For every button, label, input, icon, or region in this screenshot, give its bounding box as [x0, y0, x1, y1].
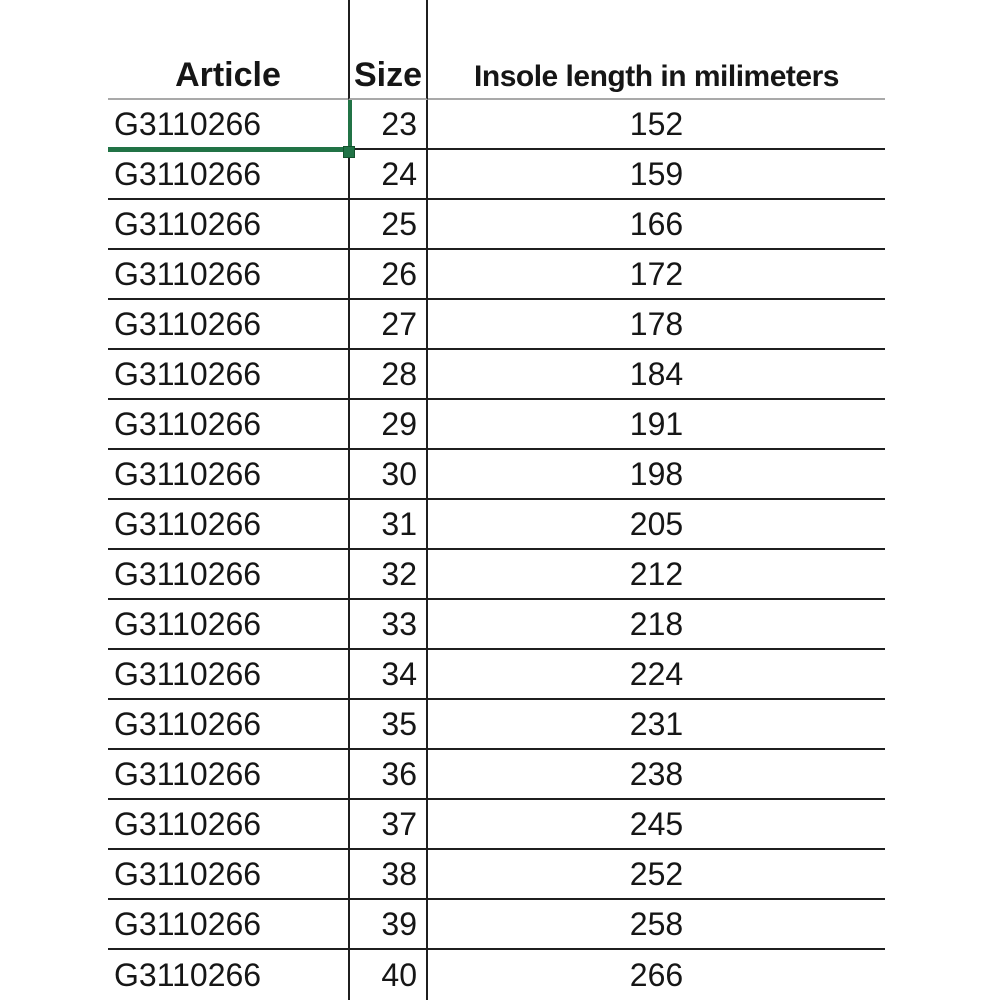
cell-size[interactable]: 29	[348, 400, 428, 450]
cell-insole-length[interactable]: 191	[428, 400, 885, 450]
selection-border-bottom	[108, 147, 345, 152]
fill-handle[interactable]	[343, 146, 355, 158]
cell-article[interactable]: G3110266	[108, 400, 348, 450]
cell-article[interactable]: G3110266	[108, 150, 348, 200]
header-cell-insole-length[interactable]: Insole length in milimeters	[428, 0, 885, 100]
cell-article[interactable]: G3110266	[108, 500, 348, 550]
cell-size[interactable]: 38	[348, 850, 428, 900]
cell-size[interactable]: 24	[348, 150, 428, 200]
cell-article[interactable]: G3110266	[108, 700, 348, 750]
cell-insole-length[interactable]: 205	[428, 500, 885, 550]
cell-insole-length[interactable]: 231	[428, 700, 885, 750]
cell-article[interactable]: G3110266	[108, 800, 348, 850]
cell-size[interactable]: 31	[348, 500, 428, 550]
cell-insole-length[interactable]: 166	[428, 200, 885, 250]
shoe-size-table: Article Size Insole length in milimeters…	[108, 0, 885, 1000]
cell-insole-length[interactable]: 218	[428, 600, 885, 650]
cell-insole-length[interactable]: 184	[428, 350, 885, 400]
cell-insole-length[interactable]: 266	[629, 957, 684, 993]
cell-size[interactable]: 27	[348, 300, 428, 350]
cell-insole-length[interactable]: 224	[428, 650, 885, 700]
cell-size[interactable]: 30	[348, 450, 428, 500]
cell-insole-length[interactable]: 198	[428, 450, 885, 500]
selection-border-right	[348, 100, 352, 147]
cell-size[interactable]: 36	[348, 750, 428, 800]
cell-insole-length[interactable]: 152	[428, 100, 885, 150]
cell-article[interactable]: G3110266	[108, 200, 348, 250]
cell-article[interactable]: G3110266	[108, 650, 348, 700]
cell-article[interactable]: G3110266	[108, 600, 348, 650]
cell-insole-length[interactable]: 172	[428, 250, 885, 300]
cell-article[interactable]: G3110266	[108, 100, 348, 150]
cell-size[interactable]: 35	[348, 700, 428, 750]
cell-article[interactable]: G3110266	[114, 957, 262, 993]
cell-size[interactable]: 23	[348, 100, 428, 150]
cell-insole-length[interactable]: 252	[428, 850, 885, 900]
header-cell-article[interactable]: Article	[108, 0, 348, 100]
cell-insole-length[interactable]: 245	[428, 800, 885, 850]
cell-article[interactable]: G3110266	[108, 850, 348, 900]
cell-size[interactable]: 26	[348, 250, 428, 300]
cell-insole-length[interactable]: 238	[428, 750, 885, 800]
cell-size[interactable]: 25	[348, 200, 428, 250]
cell-size[interactable]: 33	[348, 600, 428, 650]
cell-article[interactable]: G3110266	[108, 550, 348, 600]
cell-insole-length[interactable]: 159	[428, 150, 885, 200]
cell-insole-length[interactable]: 178	[428, 300, 885, 350]
cell-size[interactable]: 37	[348, 800, 428, 850]
cell-article[interactable]: G3110266	[108, 450, 348, 500]
cell-insole-length[interactable]: 258	[428, 900, 885, 950]
cell-size[interactable]: 28	[348, 350, 428, 400]
cell-article[interactable]: G3110266	[108, 750, 348, 800]
cell-article[interactable]: G3110266	[108, 900, 348, 950]
cell-article[interactable]: G3110266	[108, 250, 348, 300]
cell-insole-length[interactable]: 212	[428, 550, 885, 600]
cell-size[interactable]: 40	[348, 950, 428, 1000]
header-cell-size[interactable]: Size	[348, 0, 428, 100]
cell-size[interactable]: 39	[348, 900, 428, 950]
cell-article[interactable]: G3110266	[108, 300, 348, 350]
cell-size[interactable]: 34	[348, 650, 428, 700]
cell-article[interactable]: G3110266	[108, 350, 348, 400]
cell-size[interactable]: 32	[348, 550, 428, 600]
